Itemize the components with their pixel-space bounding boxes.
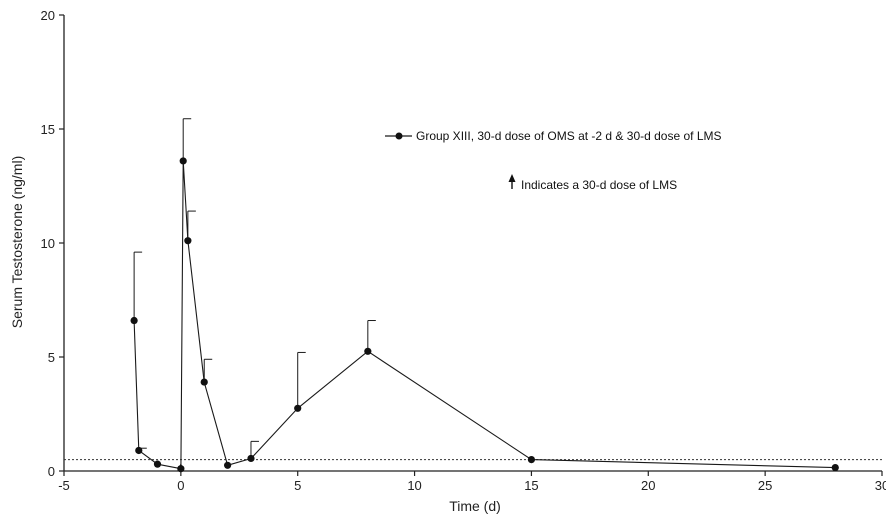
dose-markers: [177, 463, 185, 471]
y-tick-label: 10: [41, 236, 55, 251]
dose-arrow-marker: [177, 463, 185, 471]
data-point: [184, 237, 192, 245]
data-point: [130, 316, 138, 325]
series-group: [130, 157, 839, 473]
y-tick-label: 15: [41, 122, 55, 137]
legend-marker: [395, 132, 403, 140]
data-point: [294, 404, 302, 412]
error-bars: [133, 118, 376, 459]
annotation-arrow-head: [508, 174, 516, 182]
data-point: [247, 454, 255, 463]
y-tick-label: 0: [48, 464, 55, 479]
data-point: [135, 446, 143, 455]
series-line: [133, 160, 836, 470]
y-tick-label: 20: [41, 8, 55, 23]
data-point: [179, 157, 187, 165]
y-tick-label: 5: [48, 350, 55, 365]
annotation: Indicates a 30-d dose of LMS: [508, 174, 677, 192]
data-point: [153, 460, 162, 468]
x-tick-label: 30: [875, 478, 886, 493]
y-axis-title: Serum Testosterone (ng/ml): [9, 156, 25, 328]
x-tick-label: 10: [407, 478, 421, 493]
data-point: [364, 347, 372, 355]
legend-label: Group XIII, 30-d dose of OMS at -2 d & 3…: [416, 129, 722, 143]
data-point: [831, 463, 839, 472]
x-tick-label: -5: [58, 478, 70, 493]
x-tick-label: 0: [177, 478, 184, 493]
data-point: [200, 378, 208, 386]
data-point: [527, 456, 536, 464]
annotation-text: Indicates a 30-d dose of LMS: [521, 178, 677, 192]
data-point: [224, 461, 232, 469]
x-tick-label: 15: [524, 478, 538, 493]
x-tick-label: 20: [641, 478, 655, 493]
x-tick-label: 25: [758, 478, 772, 493]
legend: Group XIII, 30-d dose of OMS at -2 d & 3…: [385, 129, 722, 143]
x-axis-title: Time (d): [449, 498, 501, 514]
x-tick-label: 5: [294, 478, 301, 493]
